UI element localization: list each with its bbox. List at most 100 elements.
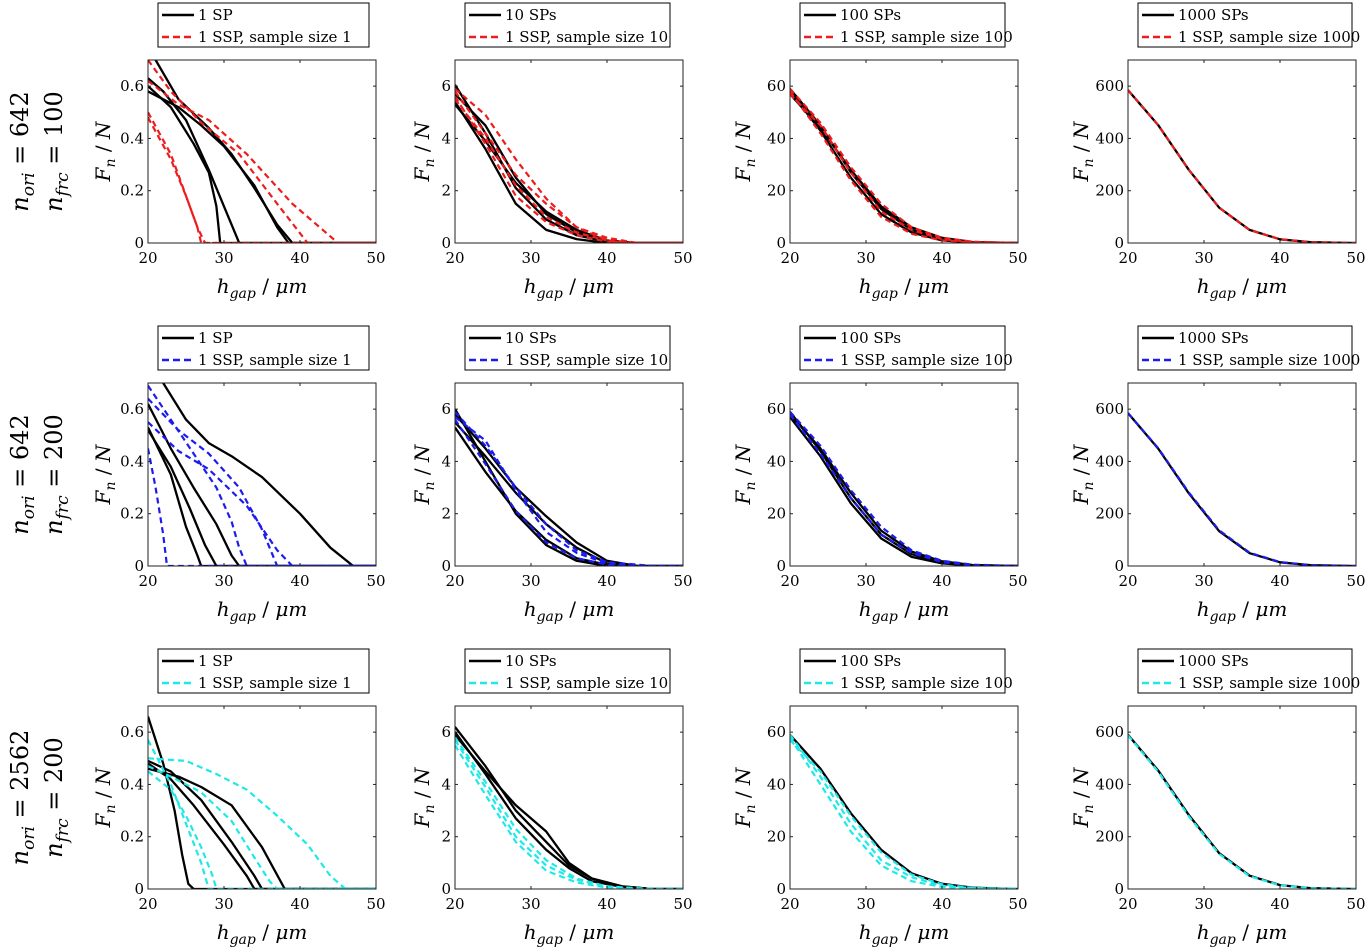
legend: 1 SP 1 SSP, sample size 1 [157,2,370,48]
y-tick-label: 20 [767,828,786,846]
x-tick-label: 30 [521,895,540,913]
series-line-ssp [790,90,1018,243]
series-line-ssp [455,87,683,243]
series-line-ssp [148,770,376,889]
x-tick-label: 20 [780,249,799,267]
x-axis-label: hgap / μm [1197,274,1288,302]
x-tick-label: 20 [445,249,464,267]
series-line-ssp [790,88,1018,243]
x-tick-label: 20 [138,572,157,590]
series-line-ssp [148,397,376,566]
x-tick-label: 50 [366,249,385,267]
y-axis-label: Fn / N [1069,766,1097,828]
y-tick-label: 40 [767,775,786,793]
y-tick-label: 6 [441,77,451,95]
y-tick-label: 0.6 [120,723,144,741]
legend-entry-ssp: 1 SSP, sample size 1000 [1178,674,1360,692]
axes-box [789,705,1019,890]
x-tick-label: 40 [597,572,616,590]
x-axis-label: hgap / μm [1197,597,1288,625]
series-line-sp [455,408,683,566]
x-tick-label: 50 [1346,895,1365,913]
series-line-ssp [790,736,1018,889]
y-axis-label: Fn / N [731,120,759,182]
series-line-sp [455,101,683,243]
x-tick-label: 30 [214,572,233,590]
series-line-ssp [790,411,1018,566]
legend-entry-sp: 1 SP [198,6,233,24]
series-line-ssp [148,111,376,243]
legend: 1000 SPs 1 SSP, sample size 1000 [1137,325,1360,371]
series-line-ssp [148,384,376,566]
legend-entry-ssp: 1 SSP, sample size 100 [840,28,1013,46]
series-line-sp [1128,412,1356,566]
x-tick-label: 20 [1118,895,1137,913]
y-tick-label: 600 [1095,723,1124,741]
x-tick-label: 20 [445,895,464,913]
y-tick-label: 60 [767,400,786,418]
series-line-ssp [148,421,376,566]
x-tick-label: 50 [1008,249,1027,267]
y-axis-label: Fn / N [731,766,759,828]
legend-box [157,2,370,48]
legend-box [799,325,1006,371]
series-line-ssp [790,93,1018,243]
y-tick-label: 4 [441,452,451,470]
series-line-sp [148,429,376,566]
legend-box [799,648,1006,694]
series-line-ssp [148,765,376,889]
x-tick-label: 50 [1008,895,1027,913]
legend-box [464,648,671,694]
y-tick-label: 20 [767,182,786,200]
y-tick-label: 0.2 [120,828,144,846]
y-tick-label: 200 [1095,828,1124,846]
series-line-ssp [148,116,376,243]
subplot-r2-c1: 10 SPs 1 SSP, sample size 10 20 30 40 50 0 2 4 6 h… [410,648,693,948]
legend-entry-ssp: 1 SSP, sample size 1 [198,674,352,692]
x-axis-label: hgap / μm [1197,920,1288,948]
axes-box [147,382,377,567]
x-tick-label: 40 [1270,572,1289,590]
x-tick-label: 50 [366,895,385,913]
y-tick-label: 60 [767,723,786,741]
series-group [790,88,1018,243]
y-axis-label: Fn / N [731,443,759,505]
legend-box [464,2,671,48]
legend-entry-sp: 100 SPs [840,329,901,347]
series-line-ssp [1128,734,1356,889]
legend: 10 SPs 1 SSP, sample size 10 [464,325,671,371]
x-axis-label: hgap / μm [524,274,615,302]
y-axis-label: Fn / N [410,120,438,182]
x-tick-label: 30 [521,572,540,590]
legend: 1 SP 1 SSP, sample size 1 [157,648,370,694]
y-tick-label: 20 [767,505,786,523]
x-axis-label: hgap / μm [217,920,308,948]
row-label-label-line2: nfrc = 200 [40,737,73,858]
subplot-r1-c3: 1000 SPs 1 SSP, sample size 1000 20 30 40 50 0… [1069,325,1366,625]
x-tick-label: 50 [1346,249,1365,267]
legend: 1000 SPs 1 SSP, sample size 1000 [1137,2,1360,48]
legend: 100 SPs 1 SSP, sample size 100 [799,325,1013,371]
legend-entry-ssp: 1 SSP, sample size 1000 [1178,28,1360,46]
axes-box [1127,382,1357,567]
x-tick-label: 40 [290,572,309,590]
legend-entry-ssp: 1 SSP, sample size 10 [505,351,668,369]
series-line-sp [162,383,376,566]
y-tick-label: 0.2 [120,182,144,200]
row-label-label-line1: nori = 2562 [6,730,39,866]
axes-box [454,705,684,890]
x-tick-label: 20 [780,572,799,590]
series-line-sp [790,734,1018,889]
series-group [148,383,376,566]
row-label-label-line2: nfrc = 200 [40,414,73,535]
series-line-ssp [790,739,1018,889]
subplot-r1-c0: 1 SP 1 SSP, sample size 1 20 30 40 50 0 0.2 0.4 0… [91,325,386,625]
y-tick-label: 0.4 [120,129,144,147]
y-tick-label: 0 [1114,234,1124,252]
subplot-r0-c3: 1000 SPs 1 SSP, sample size 1000 20 30 40 50 0… [1069,2,1366,302]
legend-entry-sp: 1000 SPs [1178,6,1249,24]
y-tick-label: 2 [441,828,451,846]
